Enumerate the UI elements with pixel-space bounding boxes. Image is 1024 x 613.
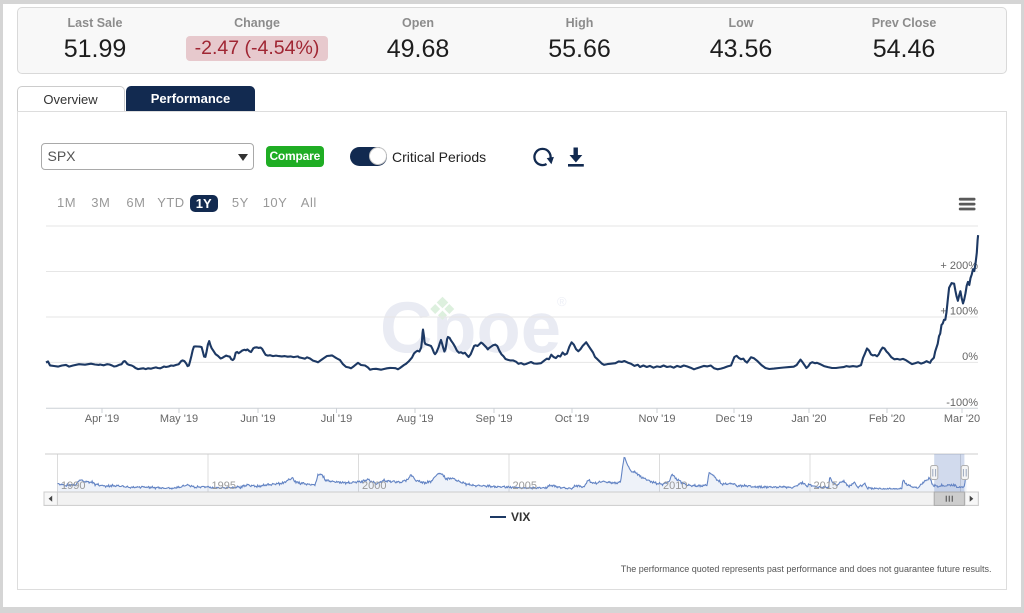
svg-text:-100%: -100% [946,397,978,409]
svg-text:Cboe: Cboe [380,289,561,369]
svg-text:+ 200%: + 200% [940,260,978,272]
svg-text:Feb '20: Feb '20 [869,413,905,425]
svg-text:+ 100%: + 100% [940,306,978,318]
svg-text:1990: 1990 [61,480,85,492]
svg-text:May '19: May '19 [160,413,198,425]
svg-text:2005: 2005 [513,480,537,492]
svg-text:2015: 2015 [814,480,838,492]
svg-text:2010: 2010 [663,480,687,492]
svg-text:Oct '19: Oct '19 [555,413,590,425]
svg-text:0%: 0% [962,351,978,363]
svg-text:®: ® [557,294,567,309]
svg-text:Nov '19: Nov '19 [639,413,676,425]
svg-text:Jan '20: Jan '20 [791,413,826,425]
svg-text:Aug '19: Aug '19 [397,413,434,425]
svg-text:Apr '19: Apr '19 [85,413,120,425]
svg-text:Sep '19: Sep '19 [476,413,513,425]
svg-text:Mar '20: Mar '20 [944,413,980,425]
svg-text:Jul '19: Jul '19 [321,413,352,425]
svg-text:Jun '19: Jun '19 [240,413,275,425]
svg-text:Dec '19: Dec '19 [716,413,753,425]
svg-text:2000: 2000 [362,480,386,492]
svg-text:1995: 1995 [212,480,236,492]
